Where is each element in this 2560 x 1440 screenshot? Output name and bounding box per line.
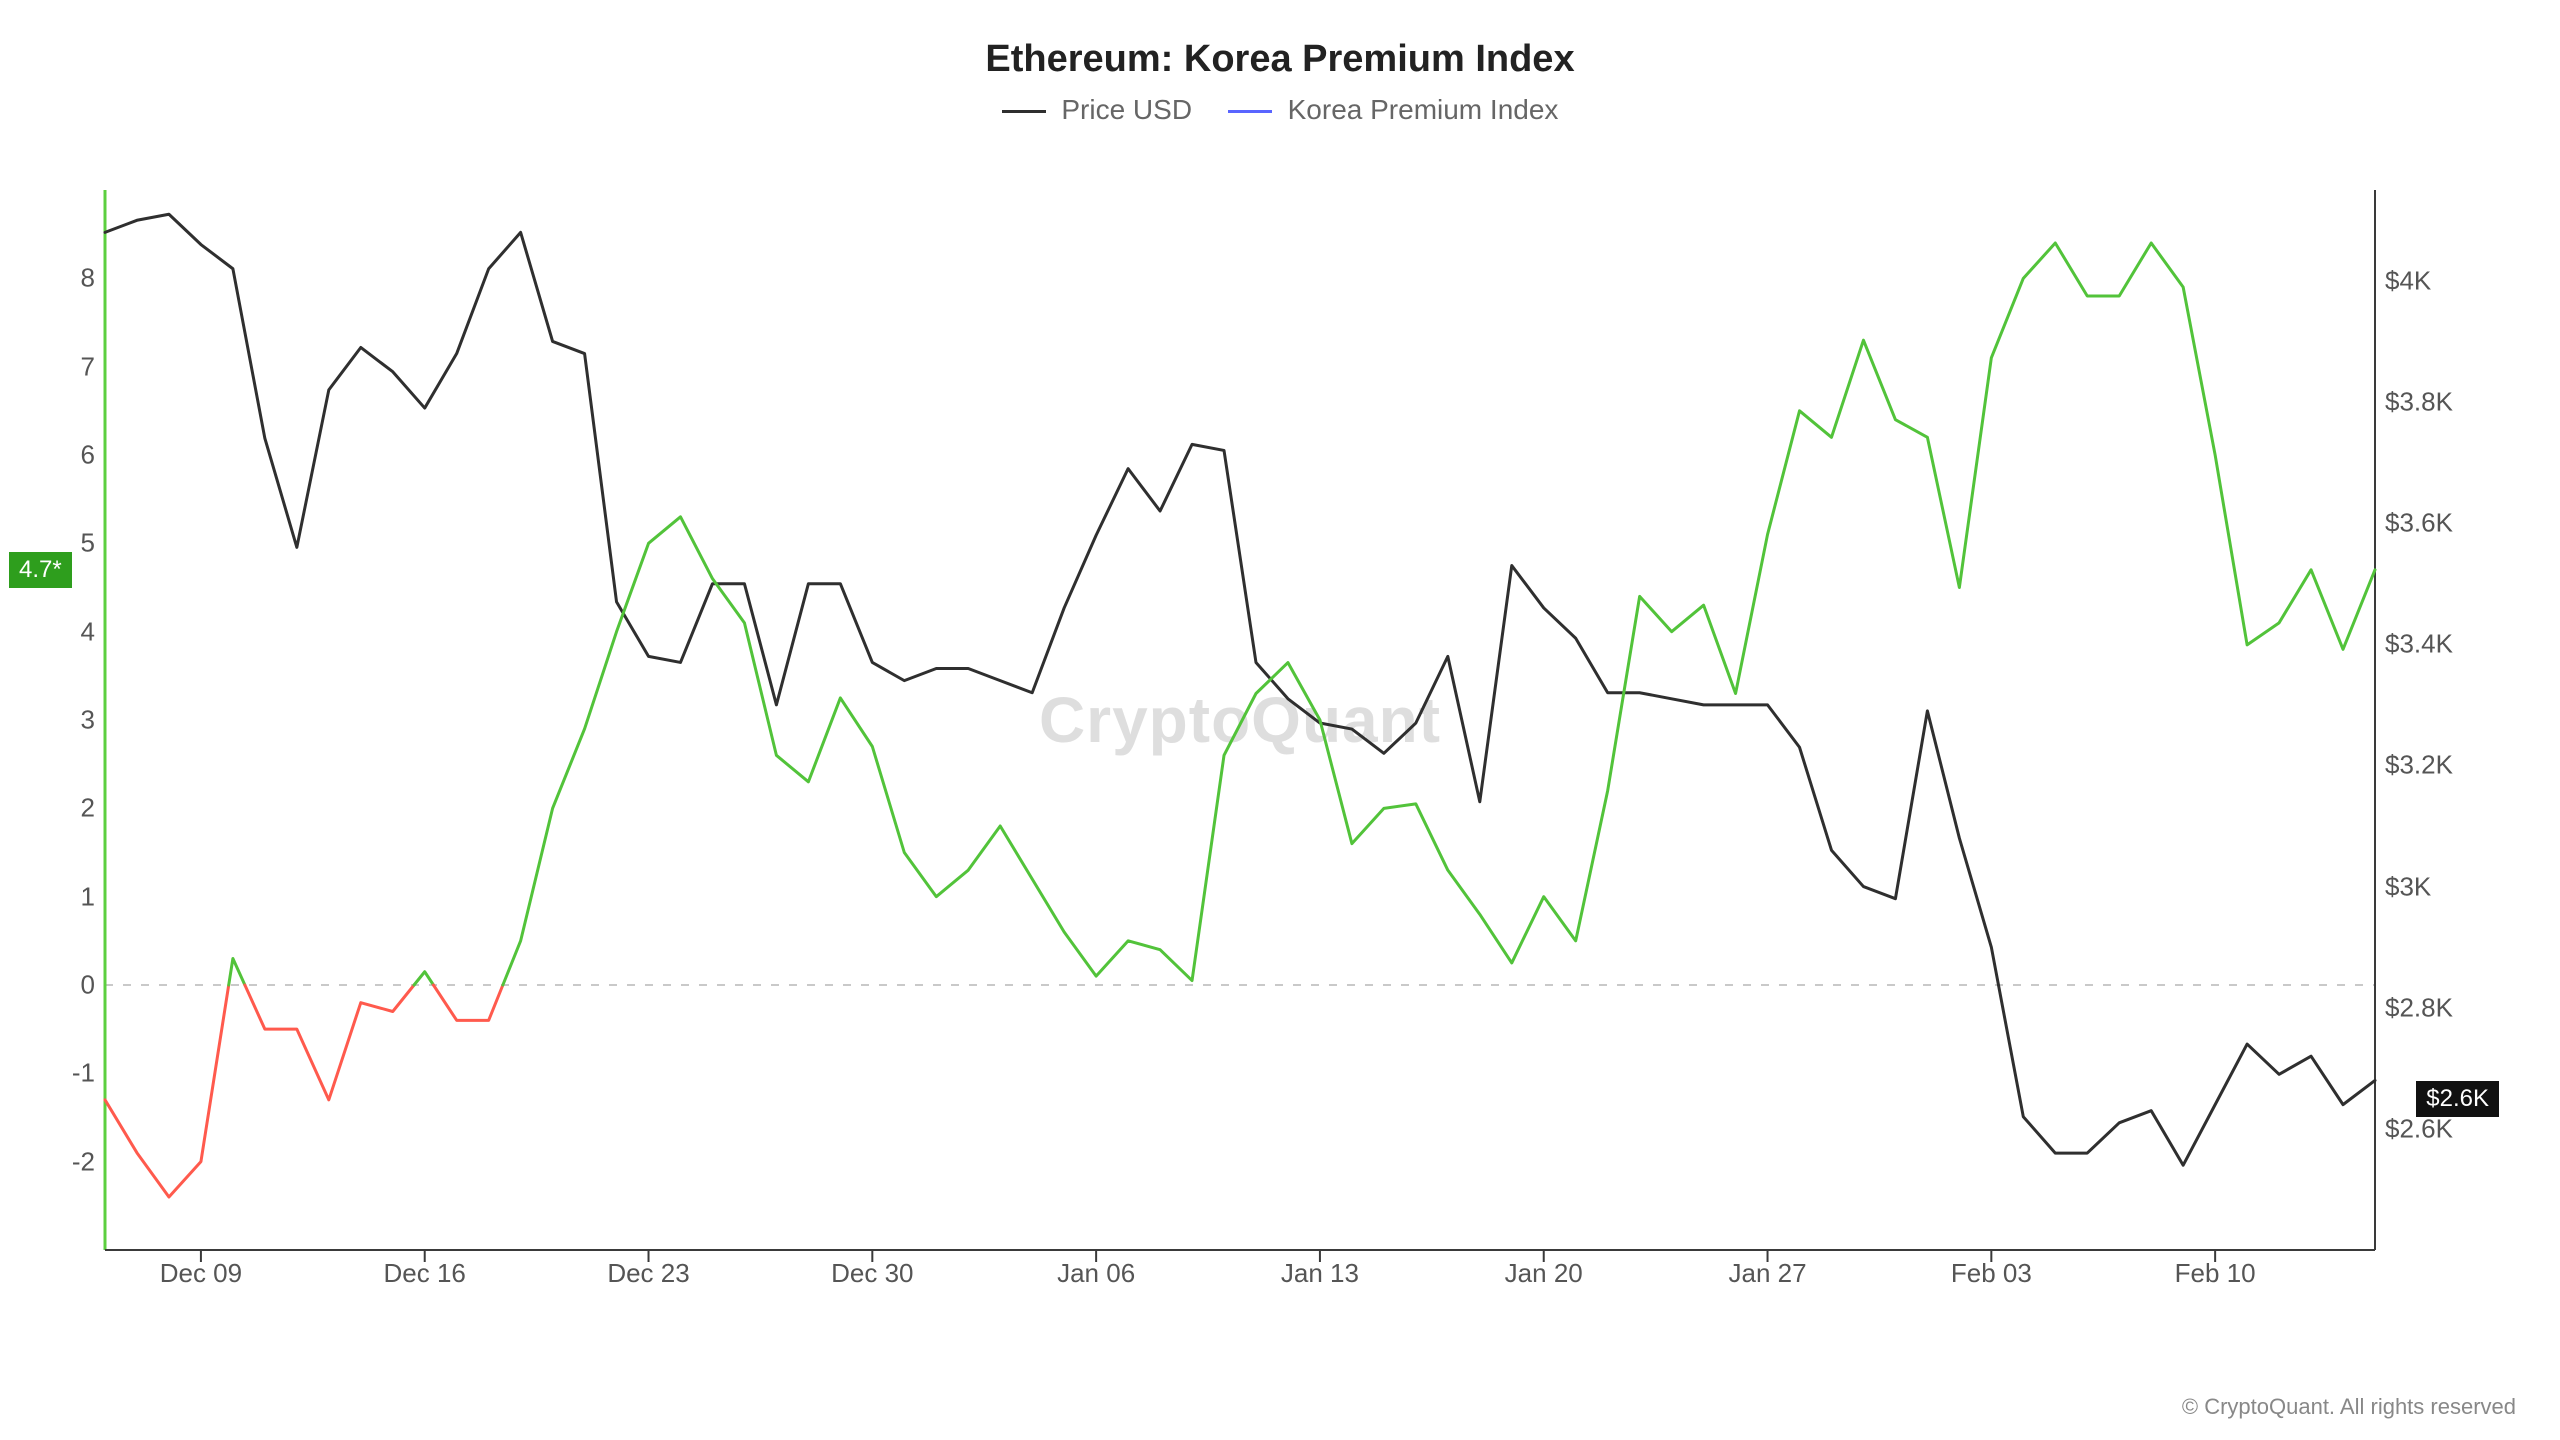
y-right-tick: $2.6K — [2385, 1113, 2453, 1144]
y-right-tick: $3.6K — [2385, 508, 2453, 539]
y-right-tick: $3K — [2385, 871, 2431, 902]
x-tick: Jan 27 — [1728, 1258, 1806, 1289]
y-left-tick: 0 — [81, 970, 95, 1001]
y-right-tick: $3.4K — [2385, 629, 2453, 660]
legend-swatch-price — [1002, 110, 1046, 113]
legend-swatch-premium — [1228, 110, 1272, 113]
x-tick: Jan 13 — [1281, 1258, 1359, 1289]
y-left-current-badge: 4.7* — [9, 552, 72, 588]
y-left-tick: 1 — [81, 881, 95, 912]
y-right-tick: $3.8K — [2385, 387, 2453, 418]
x-tick: Dec 30 — [831, 1258, 913, 1289]
y-axis-left: -2 -1 0 1 2 3 4 5 6 7 8 — [35, 190, 95, 1250]
y-left-tick: -2 — [72, 1146, 95, 1177]
y-right-tick: $4K — [2385, 265, 2431, 296]
x-tick: Dec 09 — [160, 1258, 242, 1289]
x-tick: Dec 16 — [384, 1258, 466, 1289]
x-tick: Dec 23 — [607, 1258, 689, 1289]
y-left-tick: 3 — [81, 705, 95, 736]
x-tick: Feb 10 — [2175, 1258, 2256, 1289]
y-left-tick: 8 — [81, 263, 95, 294]
y-left-tick: -1 — [72, 1058, 95, 1089]
x-tick: Jan 06 — [1057, 1258, 1135, 1289]
attribution: © CryptoQuant. All rights reserved — [2182, 1394, 2516, 1420]
chart-legend: Price USD Korea Premium Index — [0, 94, 2560, 126]
y-left-tick: 4 — [81, 616, 95, 647]
chart-svg — [105, 190, 2375, 1250]
y-left-tick: 6 — [81, 440, 95, 471]
plot-area: CryptoQuant -2-1012345678 $2.6K$2.8K$3K$… — [105, 190, 2375, 1250]
chart-title: Ethereum: Korea Premium Index — [0, 38, 2560, 81]
legend-label-price: Price USD — [1061, 94, 1192, 125]
y-left-tick: 2 — [81, 793, 95, 824]
x-tick: Feb 03 — [1951, 1258, 2032, 1289]
y-left-tick: 5 — [81, 528, 95, 559]
legend-label-premium: Korea Premium Index — [1288, 94, 1559, 125]
y-right-current-badge: $2.6K — [2416, 1081, 2499, 1117]
y-left-tick: 7 — [81, 351, 95, 382]
x-axis: Dec 09 Dec 16 Dec 23 Dec 30 Jan 06 Jan 13 Jan … — [105, 1258, 2375, 1298]
y-right-tick: $2.8K — [2385, 992, 2453, 1023]
chart-container: Ethereum: Korea Premium Index Price USD … — [0, 0, 2560, 1440]
x-tick: Jan 20 — [1505, 1258, 1583, 1289]
y-right-tick: $3.2K — [2385, 750, 2453, 781]
